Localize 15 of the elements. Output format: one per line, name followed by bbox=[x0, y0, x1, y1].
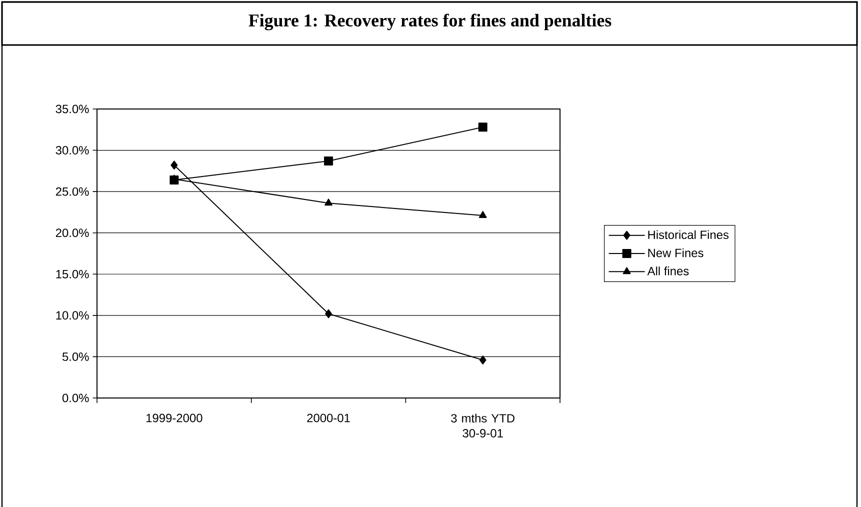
y-tick-label: 15.0% bbox=[56, 270, 89, 278]
y-tick-label: 25.0% bbox=[56, 187, 89, 196]
y-tick-label: 5.0% bbox=[62, 352, 89, 361]
chart-title: Figure 1: Recovery rates for fines and penalties bbox=[248, 14, 612, 30]
y-tick-label: 0.0% bbox=[62, 394, 89, 402]
legend-label: All fines bbox=[647, 266, 689, 276]
y-tick-label: 10.0% bbox=[56, 311, 89, 320]
legend-label: New Fines bbox=[648, 248, 704, 258]
y-tick-label: 20.0% bbox=[56, 228, 89, 238]
y-tick-label: 30.0% bbox=[56, 146, 89, 154]
x-tick-label: 2000-01 bbox=[307, 414, 350, 422]
x-tick-label: 1999-2000 bbox=[146, 414, 202, 422]
y-tick-label: 35.0% bbox=[56, 104, 89, 114]
x-tick-label: 3 mths YTD 30-9-01 bbox=[451, 414, 514, 438]
legend-label: Historical Fines bbox=[648, 230, 729, 240]
